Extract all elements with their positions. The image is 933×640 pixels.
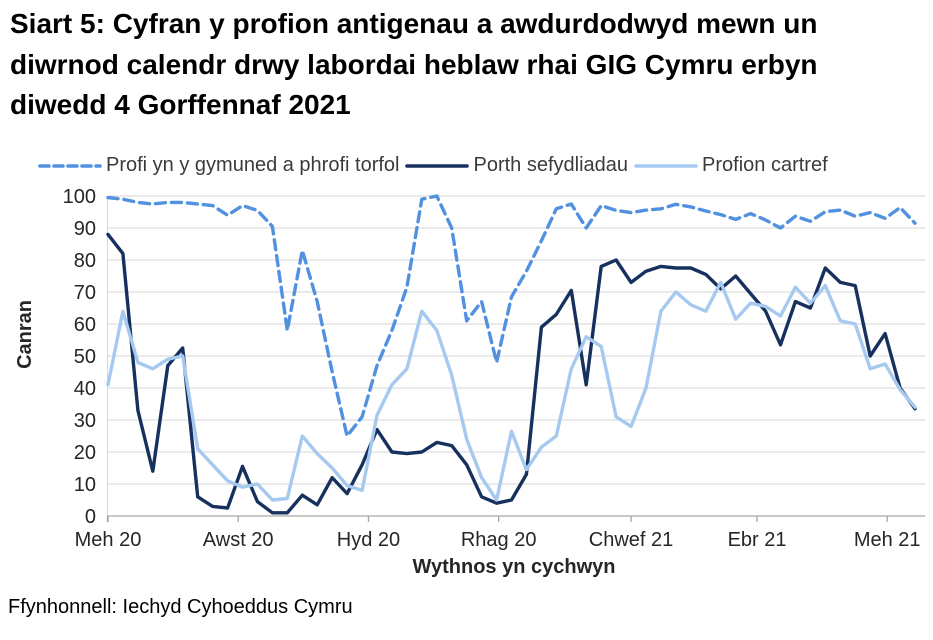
x-tick-label: Ebr 21: [728, 529, 787, 551]
chart-title: Siart 5: Cyfran y profion antigenau a aw…: [10, 8, 818, 121]
y-tick-label: 90: [74, 218, 96, 240]
legend-line-swatch: [634, 163, 698, 168]
chart-legend: Profi yn y gymuned a phrofi torfol Porth …: [38, 154, 828, 177]
y-tick-label: 60: [74, 314, 96, 336]
legend-line-swatch: [38, 163, 102, 168]
series-line: [106, 280, 917, 502]
legend-label: Profion cartref: [702, 154, 828, 176]
y-tick-label: 100: [63, 186, 96, 208]
legend-line-swatch: [405, 163, 470, 168]
line-chart-svg: 0 10 20 30 40 50 60 70 80 90 100 Meh 20 Awst 20 Hyd 2…: [63, 186, 925, 551]
x-tick-label: Meh 21: [854, 529, 921, 551]
y-tick-label: 80: [74, 250, 96, 272]
legend-label: Porth sefydliadau: [473, 154, 629, 176]
y-tick-label: 30: [74, 410, 96, 432]
series-line: [106, 232, 917, 515]
legend-label: Profi yn y gymuned a phrofi torfol: [106, 154, 400, 176]
x-tick-label: Rhag 20: [461, 529, 537, 551]
x-tick-label: Chwef 21: [589, 529, 674, 551]
x-tick-label: Awst 20: [203, 529, 274, 551]
y-tick-label: 0: [85, 506, 96, 528]
y-tick-label: 40: [74, 378, 96, 400]
y-axis-title: Canran: [14, 300, 36, 369]
legend-item-1: Porth sefydliadau: [405, 154, 628, 177]
source-note: Ffynhonnell: Iechyd Cyhoeddus Cymru: [8, 596, 353, 618]
legend-item-2: Profion cartref: [634, 154, 828, 177]
x-axis-title: Wythnos yn cychwyn: [412, 556, 616, 578]
y-tick-label: 10: [74, 474, 96, 496]
y-tick-label: 70: [74, 282, 96, 304]
y-tick-label: 20: [74, 442, 96, 464]
y-tick-label: 50: [74, 346, 96, 368]
x-tick-label: Hyd 20: [337, 529, 400, 551]
legend-item-0: Profi yn y gymuned a phrofi torfol: [38, 154, 399, 177]
x-tick-label: Meh 20: [75, 529, 142, 551]
series-line: [106, 194, 917, 438]
